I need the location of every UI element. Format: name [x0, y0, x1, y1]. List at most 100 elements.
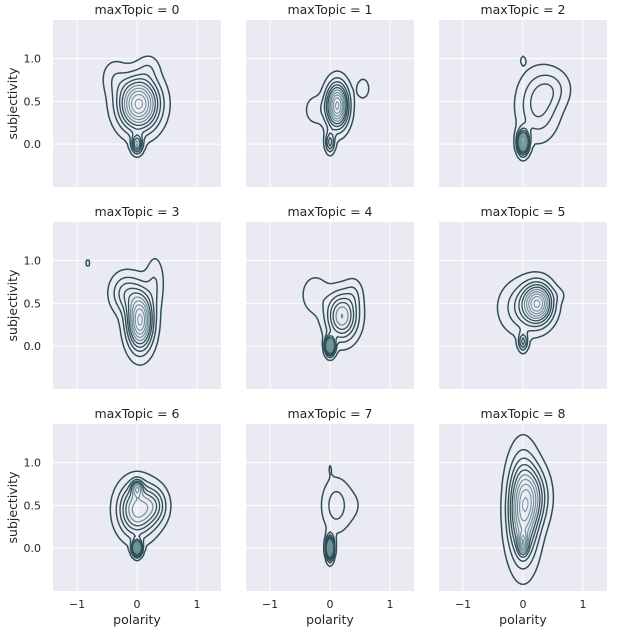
contour-level-4	[509, 463, 543, 559]
contour-level-10	[136, 546, 138, 550]
contour-level-9	[134, 308, 146, 331]
density-contours	[302, 276, 366, 362]
contour-level-8	[327, 541, 333, 555]
y-tick-label: 0.0	[24, 542, 42, 555]
contour-level-3	[119, 478, 164, 558]
facet-panel-2: maxTopic = 2	[439, 2, 607, 187]
contour-level-5	[121, 81, 156, 150]
contour-level-5	[517, 131, 529, 153]
contour-level-9	[519, 489, 532, 549]
contour-level-4	[324, 297, 355, 356]
contour-level-3	[118, 282, 155, 353]
contour-level-1	[496, 270, 565, 355]
panel-title: maxTopic = 5	[480, 204, 565, 219]
y-axis-label: subjectivity	[5, 67, 20, 140]
contour-level-9	[131, 94, 147, 114]
contour-level-1	[320, 464, 359, 568]
contour-level-2	[115, 476, 167, 559]
facet-panel-3: maxTopic = 3 0.0 0.5 1.0 subjectivity	[5, 204, 221, 389]
x-tick-label: 0	[520, 598, 527, 611]
contour-level-2	[504, 448, 549, 570]
contour-level-2	[507, 277, 559, 351]
contour-level-2	[515, 74, 563, 159]
contour-level-3	[513, 281, 555, 349]
contour-level-6	[513, 474, 539, 554]
density-contours	[513, 55, 572, 162]
density-contours	[109, 470, 172, 562]
contour-level-2	[110, 64, 165, 155]
contour-level-5	[511, 469, 541, 556]
panel-title: maxTopic = 4	[287, 204, 372, 219]
contour-level-8	[128, 90, 150, 118]
contour-level-8	[528, 293, 546, 315]
contour-level-3	[516, 83, 555, 156]
facet-panel-5: maxTopic = 5	[439, 204, 607, 389]
contour-level-8	[516, 483, 535, 551]
contour-level-2	[113, 276, 158, 358]
contour-level-7	[329, 91, 345, 120]
contour-level-4	[123, 287, 153, 348]
contour-level-10	[334, 101, 340, 111]
x-axis-label: polarity	[113, 612, 161, 627]
density-contours	[85, 258, 165, 366]
contour-level-6	[523, 288, 549, 319]
contour-level-10	[134, 98, 143, 110]
contour-level-1	[305, 70, 370, 157]
contour-level-7	[131, 300, 149, 339]
x-tick-label: 1	[580, 598, 587, 611]
density-contours	[320, 464, 359, 568]
panel-title: maxTopic = 6	[94, 406, 179, 421]
contour-level-10	[521, 496, 529, 546]
contour-level-1	[102, 55, 171, 159]
contour-level-1	[513, 55, 572, 162]
x-axis-label: polarity	[499, 612, 547, 627]
contour-level-9	[328, 342, 332, 350]
x-tick-label: 1	[194, 598, 201, 611]
contour-level-3	[115, 73, 162, 153]
contour-level-5	[327, 86, 347, 125]
x-axis-label: polarity	[306, 612, 354, 627]
contour-level-6	[123, 84, 154, 147]
density-contours	[102, 55, 171, 159]
contour-level-10	[137, 313, 143, 326]
facet-panel-6: maxTopic = 6 0.0 0.5 1.0 subjectivity −1 0 1 pol…	[5, 406, 221, 627]
contour-level-8	[133, 304, 147, 335]
x-tick-label: 0	[134, 598, 141, 611]
y-tick-label: 1.0	[24, 457, 42, 470]
contour-level-10	[329, 344, 331, 348]
y-tick-label: 0.5	[24, 297, 42, 310]
y-tick-label: 1.0	[24, 53, 42, 66]
contour-level-1	[85, 258, 165, 366]
contour-level-10	[522, 139, 525, 145]
x-tick-label: 0	[327, 598, 334, 611]
contour-level-7	[131, 484, 149, 554]
contour-level-9	[135, 544, 139, 552]
contour-level-6	[518, 132, 528, 152]
contour-level-1	[500, 433, 555, 586]
contour-level-5	[127, 292, 152, 345]
density-contours	[500, 433, 555, 586]
contour-level-9	[530, 295, 544, 312]
contour-level-4	[325, 84, 349, 147]
contour-level-10	[533, 299, 541, 309]
contour-level-7	[515, 478, 537, 552]
y-tick-label: 0.5	[24, 95, 42, 108]
contour-level-6	[129, 296, 150, 342]
x-tick-label: 1	[387, 598, 394, 611]
y-tick-label: 0.0	[24, 340, 42, 353]
contour-level-7	[126, 87, 152, 121]
contour-level-6	[326, 306, 349, 354]
contour-level-4	[118, 78, 159, 151]
contour-level-7	[519, 134, 528, 151]
contour-level-7	[326, 313, 344, 353]
y-tick-label: 0.5	[24, 499, 42, 512]
contour-level-8	[134, 486, 140, 553]
panel-title: maxTopic = 3	[94, 204, 179, 219]
contour-level-8	[519, 135, 527, 149]
facet-panel-8: maxTopic = 8 −1 0 1 polarity	[439, 406, 607, 627]
contour-level-7	[526, 291, 547, 317]
contour-level-9	[520, 137, 526, 148]
facet-panel-1: maxTopic = 1	[246, 2, 414, 187]
contour-level-2	[319, 77, 352, 153]
